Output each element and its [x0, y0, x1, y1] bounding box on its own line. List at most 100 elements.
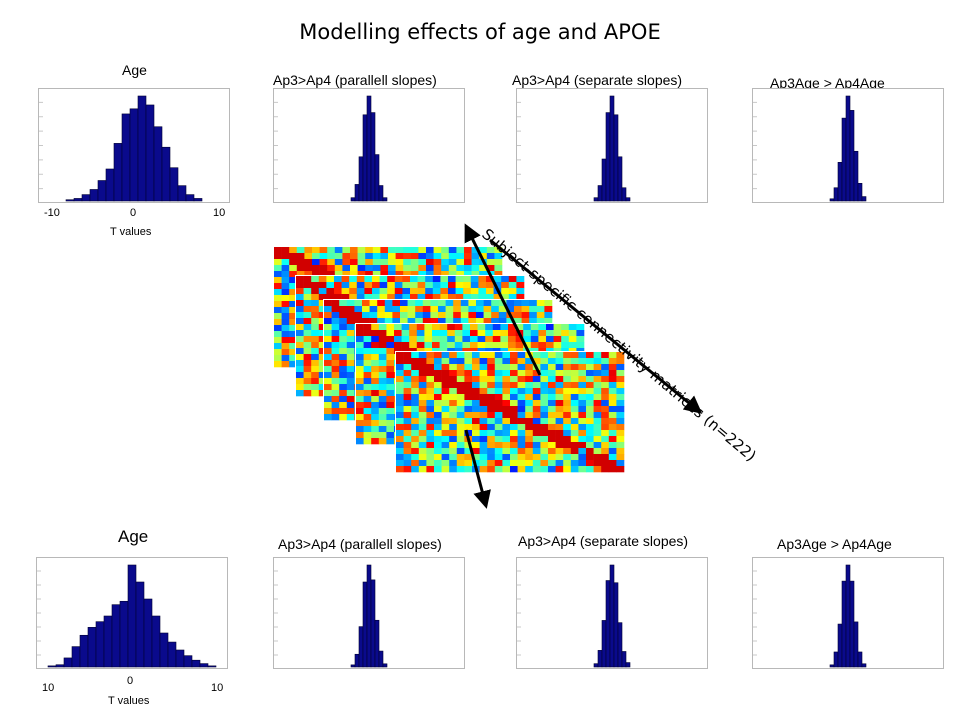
matrix-cell — [449, 460, 458, 467]
matrix-cell — [593, 358, 602, 365]
matrix-cell — [386, 378, 395, 385]
matrix-cell — [517, 424, 526, 431]
matrix-cell — [403, 382, 412, 389]
matrix-cell — [311, 366, 320, 373]
matrix-cell — [593, 406, 602, 413]
matrix-cell — [339, 336, 348, 343]
matrix-cell — [378, 366, 387, 373]
matrix-cell — [274, 277, 282, 284]
matrix-cell — [510, 448, 518, 455]
matrix-cell — [433, 259, 442, 266]
matrix-cell — [494, 358, 503, 365]
matrix-cell — [415, 306, 424, 313]
matrix-cell — [318, 306, 327, 313]
matrix-cell — [561, 324, 570, 331]
matrix-cell — [449, 388, 458, 395]
matrix-cell — [441, 448, 450, 455]
matrix-cell — [517, 394, 526, 401]
matrix-cell — [472, 394, 480, 401]
matrix-cell — [331, 360, 340, 367]
matrix-cell — [403, 370, 412, 377]
matrix-cell — [586, 352, 594, 359]
matrix-cell — [411, 454, 420, 461]
matrix-cell — [508, 324, 516, 331]
matrix-cell — [441, 253, 450, 260]
matrix-cell — [593, 412, 602, 419]
matrix-cell — [384, 318, 393, 325]
matrix-cell — [586, 382, 594, 389]
matrix-cell — [346, 360, 355, 367]
matrix-cell — [456, 370, 465, 377]
histogram-bar — [617, 622, 623, 668]
matrix-cell — [365, 259, 374, 266]
histogram-bar — [378, 185, 384, 202]
matrix-cell — [472, 418, 480, 425]
matrix-cell — [540, 394, 549, 401]
matrix-cell — [455, 288, 464, 295]
matrix-cell — [553, 330, 562, 337]
matrix-cell — [440, 294, 449, 301]
matrix-cell — [449, 466, 458, 473]
matrix-cell — [331, 408, 340, 415]
matrix-cell — [327, 253, 336, 260]
matrix-cell — [510, 394, 518, 401]
matrix-cell — [304, 265, 313, 272]
matrix-cell — [378, 360, 387, 367]
matrix-cell — [289, 253, 298, 260]
matrix-cell — [538, 330, 547, 337]
matrix-cell — [378, 348, 387, 355]
matrix-cell — [500, 342, 509, 349]
matrix-cell — [479, 265, 488, 272]
matrix-cell — [318, 378, 327, 385]
matrix-cell — [521, 306, 530, 313]
matrix-cell — [434, 370, 442, 377]
matrix-cell — [378, 384, 387, 391]
matrix-cell — [477, 330, 486, 337]
matrix-cell — [318, 330, 327, 337]
matrix-cell — [601, 466, 610, 473]
matrix-cell — [364, 294, 373, 301]
matrix-cell — [289, 355, 298, 362]
matrix-cell — [296, 318, 304, 325]
matrix-cell — [493, 294, 502, 301]
matrix-cell — [479, 388, 488, 395]
matrix-cell — [540, 352, 549, 359]
matrix-cell — [346, 348, 355, 355]
matrix-cell — [281, 313, 290, 320]
matrix-cell — [432, 288, 441, 295]
matrix-cell — [578, 388, 587, 395]
matrix-cell — [494, 247, 503, 254]
matrix-cell — [422, 312, 431, 319]
matrix-cell — [434, 358, 442, 365]
matrix-cell — [586, 442, 594, 449]
matrix-cell — [411, 394, 420, 401]
matrix-cell — [289, 319, 298, 326]
matrix-cell — [510, 388, 518, 395]
matrix-cell — [304, 259, 313, 266]
matrix-cell — [296, 324, 304, 331]
matrix-cell — [593, 388, 602, 395]
matrix-cell — [440, 276, 449, 283]
matrix-cell — [544, 306, 553, 313]
matrix-cell — [601, 370, 610, 377]
matrix-cell — [296, 312, 304, 319]
matrix-cell — [434, 394, 442, 401]
matrix-cell — [274, 319, 282, 326]
matrix-cell — [318, 372, 327, 379]
matrix-cell — [274, 271, 282, 278]
matrix-cell — [555, 424, 564, 431]
matrix-cell — [410, 282, 418, 289]
matrix-cell — [449, 406, 458, 413]
matrix-cell — [578, 412, 587, 419]
matrix-cell — [426, 454, 435, 461]
matrix-cell — [601, 364, 610, 371]
matrix-cell — [432, 276, 441, 283]
matrix-cell — [339, 396, 348, 403]
matrix-cell — [433, 265, 442, 272]
matrix-cell — [418, 466, 427, 473]
matrix-cell — [510, 436, 518, 443]
matrix-cell — [324, 330, 332, 337]
matrix-cell — [395, 271, 404, 278]
matrix-cell — [334, 294, 342, 301]
matrix-cell — [364, 276, 373, 283]
